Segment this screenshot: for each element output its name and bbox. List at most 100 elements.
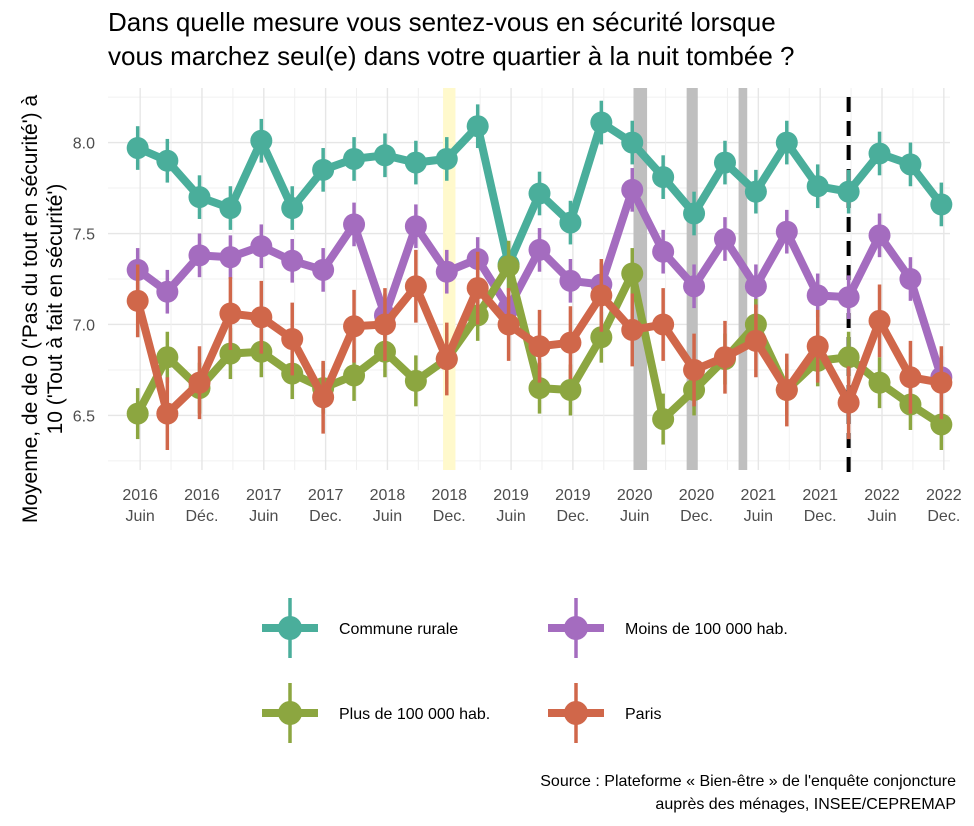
x-tick-label-month: Déc. (186, 508, 219, 525)
data-point (281, 249, 304, 272)
data-point (343, 315, 366, 338)
chart-title-line-2: vous marchez seul(e) dans votre quartier… (108, 41, 794, 71)
data-point (435, 348, 458, 371)
data-point (744, 180, 767, 203)
data-point (404, 369, 427, 392)
chart-title: Dans quelle mesure vous sentez-vous en s… (108, 7, 794, 71)
x-tick-label-year: 2017 (308, 487, 344, 504)
data-point (250, 306, 273, 329)
data-point (343, 364, 366, 387)
data-point (899, 153, 922, 176)
data-point (435, 147, 458, 170)
data-point (837, 346, 860, 369)
data-point (837, 286, 860, 309)
data-point (466, 115, 489, 138)
data-point (156, 402, 179, 425)
x-tick-label-year: 2020 (679, 487, 715, 504)
data-point (713, 151, 736, 174)
data-point (652, 240, 675, 263)
x-tick-label-month: Dec. (927, 508, 960, 525)
data-point (219, 342, 242, 365)
data-point (188, 186, 211, 209)
data-point (126, 289, 149, 312)
data-point (652, 313, 675, 336)
data-point (621, 131, 644, 154)
caption-line-1: Source : Plateforme « Bien-être » de l'e… (540, 773, 956, 790)
x-tick-label-year: 2022 (864, 487, 900, 504)
x-tick-label-month: Juin (620, 508, 649, 525)
y-axis-ticks: 6.5 7.0 7.5 8.0 (73, 136, 95, 426)
data-point (590, 111, 613, 134)
data-point (621, 262, 644, 285)
data-point (250, 129, 273, 152)
x-tick-label-month: Juin (373, 508, 402, 525)
legend-item: Paris (548, 683, 661, 743)
data-point (497, 255, 520, 278)
data-point (806, 335, 829, 358)
x-tick-label-month: Dec. (556, 508, 589, 525)
x-tick-label-year: 2016 (122, 487, 158, 504)
y-axis-title: Moyenne, de de 0 ('Pas du tout en sécuri… (19, 95, 67, 524)
data-point (559, 378, 582, 401)
data-point (652, 408, 675, 431)
x-tick-label-year: 2021 (741, 487, 777, 504)
x-tick-label-month: Juin (867, 508, 896, 525)
y-tick-label: 8.0 (73, 136, 95, 153)
data-point (930, 371, 953, 394)
data-point (930, 413, 953, 436)
x-tick-label-year: 2019 (555, 487, 591, 504)
data-point (373, 144, 396, 167)
x-tick-label-month: Juin (496, 508, 525, 525)
data-point (744, 275, 767, 298)
x-tick-label-year: 2016 (184, 487, 220, 504)
data-point (775, 131, 798, 154)
data-point (590, 326, 613, 349)
data-point (497, 313, 520, 336)
data-point (528, 182, 551, 205)
legend-label: Commune rurale (339, 621, 458, 638)
x-tick-label-month: Juin (744, 508, 773, 525)
data-point (435, 260, 458, 283)
data-point (466, 277, 489, 300)
x-axis-ticks: 2016 Juin 2016 Déc. 2017 Juin 2017 Dec. 2018 Juin… (122, 487, 961, 525)
x-tick-label-month: Dec. (309, 508, 342, 525)
data-point (559, 211, 582, 234)
x-tick-label-year: 2019 (493, 487, 529, 504)
data-point (713, 227, 736, 250)
x-tick-label-month: Dec. (804, 508, 837, 525)
data-point (621, 178, 644, 201)
data-point (775, 378, 798, 401)
y-tick-label: 6.5 (73, 408, 95, 425)
data-point (188, 244, 211, 267)
data-point (343, 213, 366, 236)
x-tick-label-year: 2017 (246, 487, 282, 504)
data-point (683, 358, 706, 381)
x-tick-label-year: 2018 (370, 487, 406, 504)
data-point (775, 220, 798, 243)
data-point (312, 386, 335, 409)
data-point (744, 329, 767, 352)
data-point (559, 331, 582, 354)
data-point (404, 215, 427, 238)
y-axis-title-line-1: Moyenne, de de 0 ('Pas du tout en sécuri… (19, 95, 42, 524)
data-point (868, 224, 891, 247)
data-point (219, 302, 242, 325)
data-point (590, 284, 613, 307)
x-tick-label-month: Dec. (680, 508, 713, 525)
data-point (930, 193, 953, 216)
data-point (713, 346, 736, 369)
legend-key-point (278, 701, 302, 725)
x-tick-label-year: 2018 (431, 487, 467, 504)
series-3 (126, 249, 953, 450)
data-point (528, 335, 551, 358)
data-point (683, 275, 706, 298)
caption-line-2: auprès des ménages, INSEE/CEPREMAP (655, 796, 956, 813)
legend-key-point (564, 701, 588, 725)
legend-item: Plus de 100 000 hab. (262, 683, 490, 743)
data-point (837, 391, 860, 414)
legend-item: Commune rurale (262, 598, 458, 658)
data-point (126, 402, 149, 425)
data-point (281, 197, 304, 220)
